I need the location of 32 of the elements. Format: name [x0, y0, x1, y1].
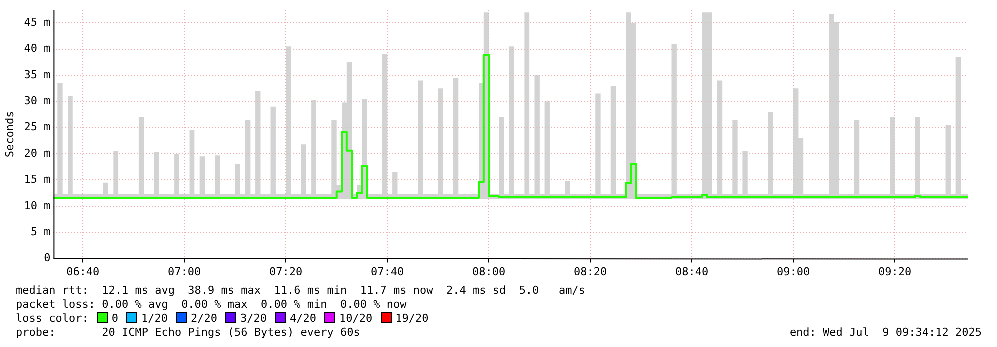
x-tick-label: 08:20: [574, 265, 608, 278]
x-tick-label: 09:20: [878, 265, 912, 278]
x-tick-label: 07:00: [168, 265, 202, 278]
y-axis-title: Seconds: [3, 111, 16, 158]
y-tick-label: 15 m: [24, 173, 52, 186]
y-tick-label: 0: [44, 252, 51, 265]
legend-label: 19/20: [396, 312, 429, 325]
y-tick-label: 45 m: [24, 16, 52, 29]
legend-title: loss color:: [16, 312, 89, 325]
legend-label: 2/20: [190, 312, 218, 325]
y-tick-label: 5 m: [30, 225, 52, 238]
x-tick-label: 07:40: [371, 265, 404, 278]
y-tick-label: 30 m: [24, 94, 52, 108]
text: probe: 20 ICMP Echo Pings (56 Bytes) every 60s: [16, 326, 360, 339]
legend-label: 10/20: [339, 312, 373, 325]
y-tick-label: 20 m: [24, 146, 52, 160]
text: packet loss: 0.00 % avg 0.00 % max 0.00 % min 0.00 % now: [16, 298, 408, 312]
y-tick-label: 25 m: [24, 120, 52, 134]
x-tick-label: 08:40: [676, 265, 709, 278]
x-tick-label: 06:40: [66, 265, 100, 278]
text: end: Wed Jul 9 09:34:12 2025: [790, 326, 982, 340]
x-tick-label: 09:00: [776, 265, 810, 278]
x-tick-label: 08:00: [472, 265, 506, 278]
legend-label: 3/20: [240, 312, 267, 325]
y-tick-label: 35 m: [24, 68, 52, 82]
y-tick-label: 10 m: [24, 199, 52, 212]
legend-label: 4/20: [290, 312, 316, 325]
x-tick-label: 07:20: [270, 265, 303, 278]
text: median rtt: 12.1 ms avg 38.9 ms max 11.6 ms min 11.7 ms now 2.4 ms sd 5.0 am/s: [16, 284, 587, 298]
legend-label: 1/20: [141, 312, 168, 325]
legend-label: 0: [112, 312, 118, 325]
y-tick-label: 40 m: [24, 42, 52, 56]
